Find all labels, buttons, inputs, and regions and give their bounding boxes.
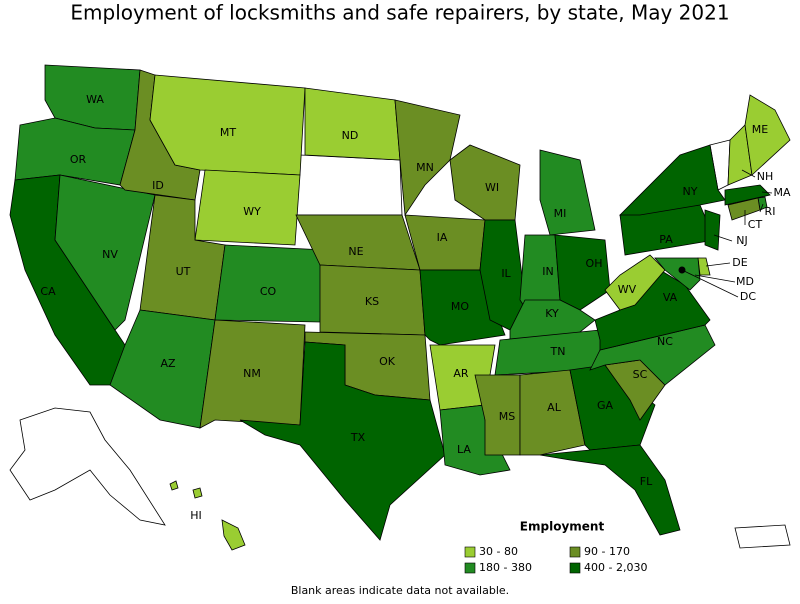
state-label: NY	[683, 185, 698, 198]
state-label: OR	[70, 153, 87, 166]
state	[169, 480, 179, 491]
state-label: CT	[748, 218, 763, 231]
state-label: MT	[220, 126, 236, 139]
state-label: IA	[437, 231, 448, 244]
state	[697, 257, 711, 276]
state-label: OH	[586, 257, 603, 270]
state	[744, 94, 791, 176]
state-label: RI	[765, 205, 776, 218]
state-blank	[295, 154, 403, 216]
state-label: AL	[547, 401, 562, 414]
state-label: KS	[365, 295, 379, 308]
state-label: IL	[501, 267, 511, 280]
state-label: WV	[618, 283, 637, 296]
legend: Employment 30 - 80 90 - 170 180 - 380 400 -…	[464, 520, 647, 574]
state-label: FL	[640, 475, 653, 488]
legend-swatch	[569, 546, 581, 558]
state-label: LA	[457, 443, 471, 456]
leader-line	[681, 269, 739, 298]
leader-line	[759, 203, 764, 213]
state-label: TN	[550, 345, 566, 358]
state-label: OK	[379, 355, 396, 368]
state-label: GA	[597, 399, 614, 412]
state	[214, 244, 326, 323]
state	[619, 144, 726, 216]
state-label: UT	[176, 265, 191, 278]
legend-swatch	[464, 562, 476, 574]
leader-line	[761, 191, 773, 194]
state	[727, 197, 761, 221]
state-label: MA	[773, 186, 790, 199]
state-label: NC	[657, 335, 673, 348]
state	[704, 209, 721, 251]
leader-line	[741, 169, 756, 178]
map-title: Employment of locksmiths and safe repair…	[70, 1, 729, 25]
state	[221, 519, 246, 551]
state-label: DC	[740, 290, 756, 303]
state	[149, 74, 306, 176]
state-label: WI	[485, 181, 499, 194]
state-label: NJ	[736, 234, 747, 247]
state	[474, 374, 521, 456]
leader-line	[705, 262, 731, 267]
state-label: NH	[757, 170, 774, 183]
state-label: VA	[663, 291, 678, 304]
state	[519, 369, 586, 456]
state	[194, 169, 301, 246]
footnote: Blank areas indicate data not available.	[291, 584, 509, 597]
state	[554, 234, 611, 311]
state-label: WY	[243, 205, 261, 218]
state	[539, 444, 681, 536]
legend-label: 90 - 170	[584, 545, 630, 558]
state-label: MO	[451, 300, 469, 313]
state-label: MD	[736, 275, 754, 288]
state-label: IN	[542, 265, 553, 278]
legend-swatch	[464, 546, 476, 558]
territory-blank	[734, 524, 791, 549]
state-label: HI	[190, 509, 202, 522]
state-label: DE	[732, 256, 747, 269]
state-label: ND	[342, 129, 359, 142]
state-label: CA	[40, 285, 56, 298]
leader-line	[694, 274, 736, 283]
state-label: KY	[545, 307, 559, 320]
state-label: TX	[350, 431, 366, 444]
state-label: NE	[348, 245, 363, 258]
state	[724, 184, 771, 206]
state-label: SC	[633, 368, 648, 381]
state-label: MN	[416, 161, 434, 174]
state-label: MI	[554, 207, 567, 220]
state-label: WA	[86, 93, 104, 106]
legend-title: Employment	[520, 520, 605, 534]
state-label: ID	[152, 179, 164, 192]
state-label: CO	[260, 285, 277, 298]
state-label: ME	[752, 123, 768, 136]
state	[192, 487, 203, 499]
legend-label: 400 - 2,030	[584, 561, 647, 574]
state-label: NV	[102, 248, 118, 261]
state-label: NM	[243, 367, 261, 380]
state-blank	[9, 407, 166, 526]
state	[654, 257, 701, 291]
state	[394, 99, 461, 217]
states: WA OR CA NV ID MT WY UT CO AZ NM ND NE KS OK TX MN IA MO AR…	[9, 64, 791, 551]
legend-label: 30 - 80	[479, 545, 518, 558]
state-label: PA	[659, 233, 673, 246]
legend-swatch	[569, 562, 581, 574]
state	[539, 149, 596, 236]
state-label: AR	[453, 367, 469, 380]
state-label: AZ	[160, 357, 176, 370]
leader-line	[713, 234, 733, 242]
state	[239, 341, 446, 541]
state-label: MS	[499, 410, 515, 423]
legend-label: 180 - 380	[479, 561, 532, 574]
state	[304, 87, 401, 161]
